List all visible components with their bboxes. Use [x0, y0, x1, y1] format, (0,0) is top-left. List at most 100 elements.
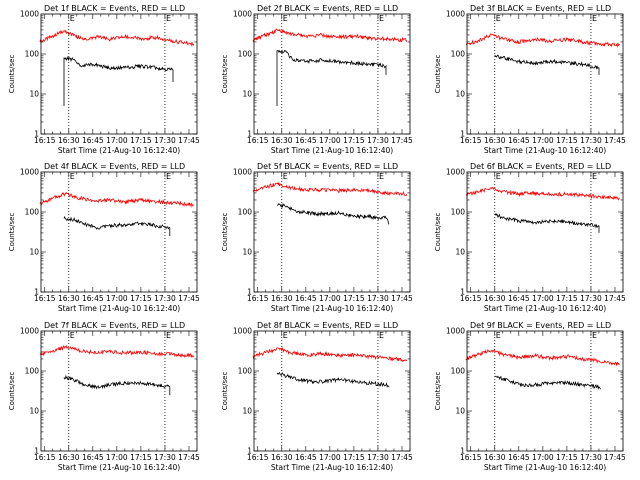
plot-frame [40, 330, 198, 452]
y-tick-label: 1000 [20, 327, 39, 336]
x-tick-label: 17:30 [580, 294, 602, 303]
plot-frame [466, 13, 624, 135]
y-tick-label: 10 [242, 90, 252, 99]
events-series-black [494, 375, 601, 390]
chart-title: Det 4f BLACK = Events, RED = LLD [44, 162, 185, 171]
lld-series-red [465, 33, 620, 48]
plot-frame [253, 171, 411, 293]
y-tick-label: 100 [451, 367, 466, 376]
x-tick-label: 16:45 [295, 453, 317, 462]
y-axis-label: Counts/sec [434, 213, 442, 252]
x-tick-label: 17:45 [391, 136, 413, 145]
x-tick-label: 16:30 [271, 136, 293, 145]
x-axis-label: Start Time (21-Aug-10 16:12:40) [58, 146, 180, 155]
y-axis-label: Counts/sec [434, 55, 442, 94]
x-tick-label: 17:15 [343, 294, 365, 303]
x-tick-label: 16:45 [508, 136, 530, 145]
x-tick-label: 16:30 [484, 294, 506, 303]
event-marker-label: E [379, 331, 384, 340]
x-tick-label: 16:15 [34, 136, 56, 145]
x-tick-label: 17:30 [367, 136, 389, 145]
y-tick-label: 100 [238, 367, 253, 376]
events-series-black [63, 215, 171, 237]
x-tick-label: 17:30 [580, 453, 602, 462]
x-tick-label: 17:00 [319, 453, 341, 462]
plot-frame [466, 171, 624, 293]
x-tick-label: 16:30 [58, 136, 80, 145]
y-tick-label: 100 [451, 208, 466, 217]
x-tick-label: 17:00 [319, 136, 341, 145]
y-axis-label: Counts/sec [221, 213, 229, 252]
x-axis-label: Start Time (21-Aug-10 16:12:40) [271, 463, 393, 472]
y-tick-label: 100 [25, 50, 40, 59]
chart-panel: Det 3f BLACK = Events, RED = LLD Counts/s… [434, 4, 626, 155]
y-tick-label: 100 [238, 50, 253, 59]
events-series-black [63, 55, 174, 106]
x-tick-label: 17:15 [556, 136, 578, 145]
x-tick-label: 16:45 [295, 294, 317, 303]
event-marker-label: E [496, 172, 501, 181]
chart-title: Det 8f BLACK = Events, RED = LLD [257, 321, 398, 330]
event-marker-label: E [496, 14, 501, 23]
y-tick-label: 10 [242, 248, 252, 257]
chart-title: Det 3f BLACK = Events, RED = LLD [470, 4, 611, 13]
x-tick-label: 16:45 [82, 453, 104, 462]
events-series-black [276, 202, 390, 225]
x-axis-label: Start Time (21-Aug-10 16:12:40) [484, 463, 606, 472]
y-tick-label: 1 [247, 447, 252, 456]
event-marker-label: E [379, 14, 384, 23]
x-tick-label: 17:45 [178, 294, 200, 303]
x-axis-label: Start Time (21-Aug-10 16:12:40) [484, 146, 606, 155]
x-tick-label: 16:30 [58, 294, 80, 303]
x-tick-label: 17:15 [343, 453, 365, 462]
lld-series-red [465, 186, 620, 201]
x-tick-label: 17:45 [604, 453, 626, 462]
y-tick-label: 1 [247, 130, 252, 139]
chart-panel: Det 1f BLACK = Events, RED = LLD Counts/s… [8, 4, 200, 155]
y-tick-label: 10 [29, 248, 39, 257]
x-tick-label: 16:15 [34, 294, 56, 303]
x-tick-label: 17:00 [106, 294, 128, 303]
event-marker-label: E [283, 172, 288, 181]
chart-panel: Det 9f BLACK = Events, RED = LLD Counts/s… [434, 321, 626, 472]
y-tick-label: 1 [34, 447, 39, 456]
event-marker-label: E [592, 14, 597, 23]
events-series-black [494, 213, 600, 233]
y-tick-label: 10 [455, 90, 465, 99]
y-tick-label: 10 [242, 407, 252, 416]
event-marker-label: E [166, 172, 171, 181]
event-marker-label: E [592, 331, 597, 340]
y-axis-label: Counts/sec [221, 55, 229, 94]
plot-frame [253, 330, 411, 452]
y-tick-label: 1000 [20, 10, 39, 19]
chart-title: Det 5f BLACK = Events, RED = LLD [257, 162, 398, 171]
events-series-black [276, 371, 390, 388]
x-tick-label: 17:30 [154, 453, 176, 462]
event-marker-label: E [496, 331, 501, 340]
x-tick-label: 17:45 [391, 453, 413, 462]
x-axis-label: Start Time (21-Aug-10 16:12:40) [484, 304, 606, 313]
x-tick-label: 16:15 [460, 294, 482, 303]
y-tick-label: 1000 [446, 327, 465, 336]
chart-panel: Det 5f BLACK = Events, RED = LLD Counts/s… [221, 162, 413, 313]
chart-panel: Det 4f BLACK = Events, RED = LLD Counts/s… [8, 162, 200, 313]
x-tick-label: 16:15 [247, 453, 269, 462]
chart-panel: Det 2f BLACK = Events, RED = LLD Counts/s… [221, 4, 413, 155]
y-tick-label: 1000 [446, 10, 465, 19]
x-tick-label: 17:00 [532, 136, 554, 145]
y-tick-label: 10 [455, 407, 465, 416]
event-marker-label: E [379, 172, 384, 181]
x-tick-label: 17:15 [130, 294, 152, 303]
event-marker-label: E [70, 172, 75, 181]
x-tick-label: 16:45 [295, 136, 317, 145]
chart-title: Det 9f BLACK = Events, RED = LLD [470, 321, 611, 330]
y-tick-label: 1 [247, 288, 252, 297]
y-tick-label: 100 [25, 367, 40, 376]
x-tick-label: 16:30 [484, 453, 506, 462]
y-axis-label: Counts/sec [221, 372, 229, 411]
y-tick-label: 1000 [446, 168, 465, 177]
lld-series-red [39, 344, 195, 359]
y-tick-label: 100 [238, 208, 253, 217]
x-tick-label: 16:15 [34, 453, 56, 462]
x-tick-label: 17:30 [367, 453, 389, 462]
